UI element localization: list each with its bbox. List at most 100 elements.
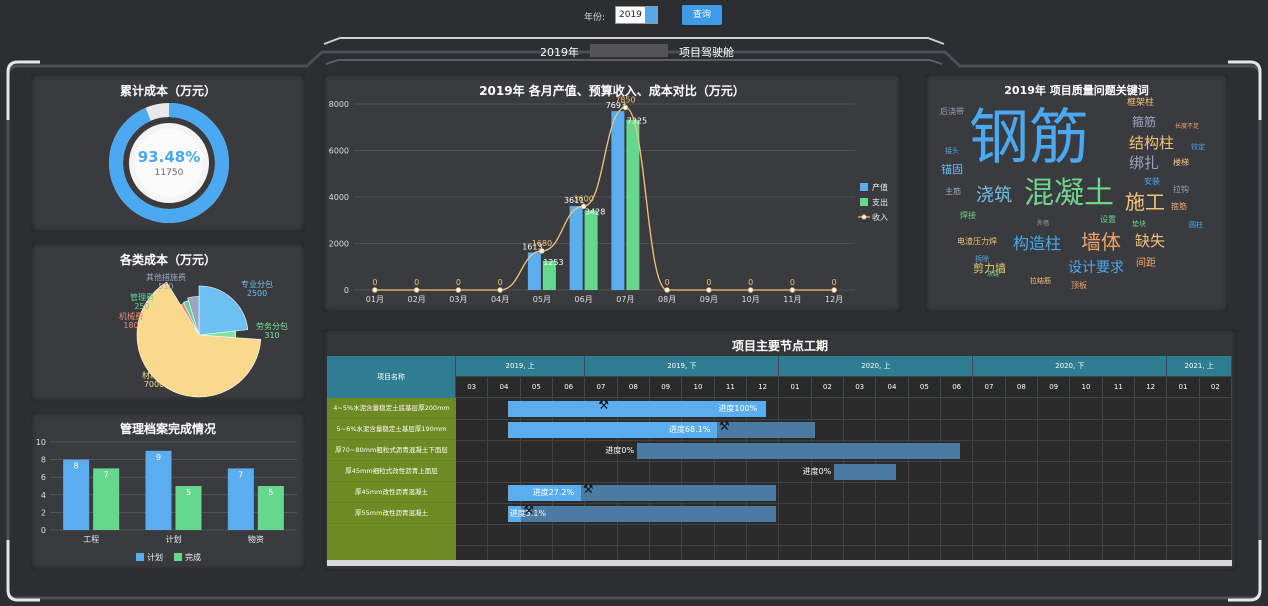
gantt-column-line bbox=[1069, 398, 1071, 560]
gantt-bar[interactable]: 进度0% bbox=[803, 464, 896, 480]
income-label: 0 bbox=[748, 278, 753, 287]
x-tick-label: 12月 bbox=[825, 295, 843, 304]
monthly-bar bbox=[626, 119, 640, 290]
income-label: 0 bbox=[665, 278, 670, 287]
gantt-column-line bbox=[1101, 398, 1103, 560]
legend-swatch bbox=[174, 553, 182, 561]
income-label: 0 bbox=[414, 278, 419, 287]
y-tick-label: 0 bbox=[344, 286, 349, 295]
keyword: 拉结筋 bbox=[1030, 277, 1051, 285]
worker-icon: ⚒ bbox=[598, 398, 610, 412]
gantt-month-header: 10 bbox=[682, 377, 715, 398]
year-input[interactable]: 2019 bbox=[615, 6, 658, 24]
gantt-month-header: 05 bbox=[520, 377, 553, 398]
keyword: 焊接 bbox=[960, 211, 976, 220]
income-point bbox=[539, 248, 545, 254]
gantt-row-line bbox=[456, 419, 1232, 420]
keyword: 构造柱 bbox=[1013, 234, 1062, 253]
keyword: 电渣压力焊 bbox=[957, 237, 997, 246]
gantt-column-line bbox=[487, 398, 489, 560]
archive-bar-label: 5 bbox=[268, 488, 273, 497]
pie-label-name: 机械费 bbox=[119, 311, 143, 321]
income-point bbox=[747, 287, 754, 293]
archive-bar bbox=[227, 468, 254, 530]
gantt-bar[interactable]: 进度27.2% ⚒ bbox=[507, 482, 777, 501]
keyword: 剪力墙 bbox=[973, 262, 1006, 275]
gantt-month-header: 03 bbox=[456, 377, 489, 398]
monthly-bar-label: 1253 bbox=[543, 258, 563, 267]
legend-label: 产值 bbox=[872, 182, 888, 192]
x-tick-label: 11月 bbox=[783, 295, 801, 304]
cum-cost-percent: 93.48% bbox=[137, 148, 201, 166]
keyword: 接头 bbox=[945, 147, 959, 155]
gantt-month-header: 09 bbox=[650, 377, 683, 398]
keyword: 安装 bbox=[1144, 177, 1160, 186]
gantt-column-line bbox=[907, 398, 909, 560]
y-tick-label: 0 bbox=[41, 526, 46, 535]
year-input-value: 2019 bbox=[619, 10, 642, 20]
calendar-icon[interactable] bbox=[645, 7, 657, 23]
year-label: 年份: bbox=[584, 13, 606, 23]
archive-bar bbox=[175, 486, 202, 530]
pie-label-value: 180 bbox=[123, 321, 138, 330]
gantt-grid: 2019, 上 2019, 下 2020, 上 2020, 下 2021, 上 03 04 0… bbox=[327, 356, 1232, 567]
gantt-column-line bbox=[519, 398, 521, 560]
gantt-bar-done bbox=[507, 422, 717, 438]
legend-swatch bbox=[860, 198, 868, 206]
gantt-month-header: 02 bbox=[811, 377, 844, 398]
gantt-row-line bbox=[456, 482, 1232, 483]
x-tick-label: 物资 bbox=[248, 534, 264, 544]
gantt-bar[interactable]: 进度0% bbox=[605, 443, 961, 459]
income-label: 1680 bbox=[532, 239, 552, 248]
gantt-name-column bbox=[327, 398, 456, 560]
pie-label-name: 管理费 bbox=[130, 292, 154, 302]
gantt-row-name: 厚45mm改性沥青混凝土 bbox=[327, 482, 456, 503]
query-button[interactable]: 查询 bbox=[682, 5, 722, 25]
monthly-bar-label: 3428 bbox=[585, 207, 605, 216]
gantt-month-header: 11 bbox=[714, 377, 747, 398]
cum-cost-title: 累计成本（万元） bbox=[119, 84, 216, 98]
archive-bar-label: 7 bbox=[104, 470, 109, 479]
x-tick-label: 09月 bbox=[700, 295, 718, 304]
y-tick-label: 2000 bbox=[329, 240, 349, 249]
gantt-period-header: 2020, 上 bbox=[779, 356, 974, 377]
worker-icon: ⚒ bbox=[718, 419, 730, 433]
legend-swatch-dot bbox=[861, 214, 867, 220]
redacted-project-name bbox=[590, 44, 668, 57]
gantt-column-line bbox=[681, 398, 683, 560]
gantt-bar[interactable]: 进度100% ⚒ bbox=[507, 398, 767, 417]
gantt-month-header: 05 bbox=[908, 377, 941, 398]
income-label: 0 bbox=[372, 278, 377, 287]
income-point bbox=[413, 287, 420, 293]
gantt-row-line bbox=[456, 461, 1232, 462]
cum-cost-value: 11750 bbox=[154, 168, 184, 178]
gantt-scrollbar[interactable] bbox=[327, 560, 1232, 566]
gantt-month-header: 01 bbox=[779, 377, 812, 398]
legend-label: 收入 bbox=[872, 212, 888, 222]
archives-panel: 管理档案完成情况 0 2 4 6 8 10 8 7 工程 9 5 计划 7 5 物资 计划 完成 bbox=[31, 412, 305, 570]
archive-bar-label: 7 bbox=[238, 470, 243, 479]
monthly-bar-label: 3611 bbox=[564, 196, 584, 205]
keyword: 设计要求 bbox=[1068, 260, 1124, 276]
cockpit-year: 2019年 bbox=[540, 46, 579, 59]
gantt-period-header: 2019, 上 bbox=[456, 356, 586, 377]
gantt-bar[interactable]: 进度68.1% ⚒ bbox=[507, 419, 815, 438]
gantt-row-name: 5~6%水泥含量稳定土基层厚190mm bbox=[327, 419, 456, 440]
keywords-title: 2019年 项目质量问题关键词 bbox=[1004, 84, 1149, 97]
cost-types-panel: 各类成本（万元） 专业分包 2500 劳务分包 310 材料费 7000 机械费 180 管理费… bbox=[31, 243, 305, 401]
gantt-bar[interactable]: 进度5.1% ⚒ bbox=[507, 503, 777, 522]
keyword: 间距 bbox=[1136, 258, 1156, 269]
word-cloud: 钢筋 混凝土 施工 浇筑 墙体 构造柱 结构柱 绑扎 缺失 设计要求 箍筋 剪力墙 锚固 间距 框架柱 后浇带… bbox=[925, 74, 1228, 312]
gantt-bar-remaining bbox=[716, 422, 815, 438]
keyword: 拆除 bbox=[975, 255, 989, 263]
gantt-column-line bbox=[584, 398, 586, 560]
gantt-month-header: 01 bbox=[1167, 377, 1200, 398]
keyword: 混凝土 bbox=[1024, 176, 1114, 211]
gantt-column-line bbox=[1004, 398, 1006, 560]
gantt-column-line bbox=[713, 398, 715, 560]
monthly-bar bbox=[527, 252, 541, 290]
keyword: 锚固 bbox=[941, 163, 963, 176]
